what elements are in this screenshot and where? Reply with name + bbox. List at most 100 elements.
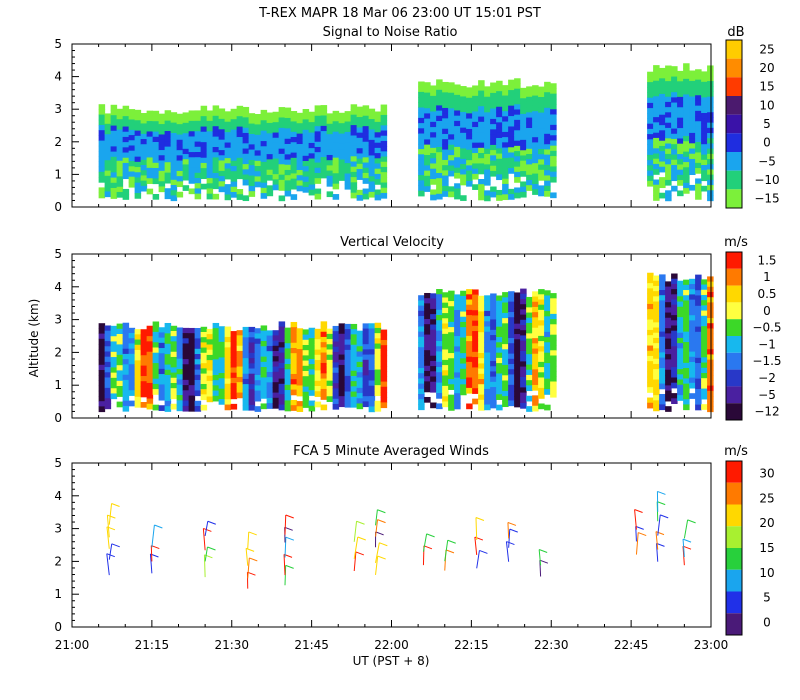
snr-cell	[368, 108, 376, 115]
snr-cell	[254, 145, 262, 151]
vv-cell	[122, 379, 130, 386]
vv-cell	[146, 372, 154, 379]
snr-cell	[683, 63, 690, 69]
winds-barb-flag	[447, 539, 456, 544]
vv-cell	[296, 390, 304, 397]
vv-cell	[665, 322, 672, 329]
vv-cell	[350, 386, 358, 393]
snr-ytick-label: 5	[54, 37, 62, 51]
vv-cell	[665, 333, 672, 340]
snr-cell	[146, 121, 154, 127]
vv-cell	[520, 382, 527, 388]
snr-cell	[308, 158, 316, 165]
vv-cell	[701, 372, 708, 379]
vv-cell	[368, 328, 376, 335]
vv-cell	[496, 389, 503, 395]
snr-cell	[188, 115, 196, 122]
vv-cell	[424, 292, 431, 299]
snr-cell	[170, 112, 178, 118]
vv-cell	[538, 393, 545, 399]
snr-cell	[260, 109, 268, 116]
snr-cell	[374, 189, 382, 196]
snr-cell	[683, 115, 690, 121]
snr-cell	[538, 122, 545, 129]
snr-cell	[677, 133, 684, 139]
vv-cell	[514, 328, 521, 335]
vv-cell	[508, 348, 515, 355]
vv-cell	[484, 316, 491, 322]
vv-cell	[362, 333, 370, 340]
winds-colorbar-label: 5	[763, 591, 771, 605]
vv-cell	[248, 352, 256, 359]
vv-cell	[362, 380, 370, 387]
vv-cell	[110, 341, 118, 348]
vv-cell	[194, 369, 202, 376]
snr-cell	[532, 121, 539, 128]
vv-cell	[659, 362, 666, 369]
snr-cell	[314, 120, 322, 127]
vv-cell	[544, 347, 551, 354]
snr-cell	[296, 159, 304, 166]
snr-cell	[707, 101, 714, 108]
snr-cell	[176, 176, 184, 182]
snr-cell	[466, 118, 473, 125]
snr-cell	[200, 126, 208, 133]
snr-cell	[212, 131, 220, 138]
vv-cell	[272, 335, 280, 342]
snr-cell	[104, 165, 112, 172]
snr-colorbar-swatch	[726, 58, 742, 78]
vv-cell	[374, 322, 382, 329]
snr-cell	[140, 175, 148, 182]
vv-cell	[677, 343, 684, 349]
vv-cell	[430, 329, 437, 336]
snr-cell	[436, 167, 443, 174]
snr-cell	[665, 133, 672, 139]
vv-cell	[110, 393, 118, 400]
vv-cell	[356, 367, 364, 373]
snr-cell	[430, 173, 437, 180]
snr-cell	[302, 119, 310, 126]
vv-cell	[520, 402, 527, 409]
winds-barb-staff	[375, 542, 380, 563]
snr-cell	[260, 161, 268, 168]
snr-cell	[424, 123, 431, 130]
snr-cell	[116, 186, 124, 193]
snr-cell	[520, 150, 527, 156]
snr-cell	[484, 127, 491, 134]
snr-cell	[695, 84, 702, 91]
vv-cell	[266, 361, 274, 368]
snr-cell	[182, 143, 190, 150]
vv-colorbar-label: −2	[758, 371, 776, 385]
snr-cell	[683, 99, 690, 106]
snr-cell	[424, 144, 431, 151]
snr-cell	[170, 159, 178, 165]
vv-cell	[176, 369, 184, 375]
vv-cell	[671, 309, 678, 316]
snr-cell	[695, 126, 702, 133]
vv-cell	[677, 337, 684, 344]
vv-cell	[158, 348, 166, 354]
vv-cell	[430, 360, 437, 367]
snr-cell	[647, 76, 654, 83]
vv-cell	[424, 365, 431, 372]
snr-cell	[206, 146, 214, 153]
snr-cell	[550, 83, 557, 89]
snr-cell	[338, 143, 346, 150]
snr-cell	[707, 96, 714, 103]
snr-cell	[248, 144, 256, 151]
snr-cell	[146, 110, 154, 117]
vv-cell	[478, 379, 485, 385]
snr-cell	[254, 129, 262, 136]
vv-cell	[418, 321, 425, 327]
snr-cell	[478, 147, 485, 154]
snr-cell	[194, 188, 202, 195]
vv-cell	[478, 301, 485, 307]
snr-cell	[314, 141, 322, 148]
vv-cell	[314, 370, 322, 377]
vv-cell	[689, 294, 696, 301]
vv-cell	[206, 328, 214, 335]
snr-cell	[332, 131, 340, 138]
snr-cell	[478, 90, 485, 97]
snr-cell	[508, 142, 515, 148]
vv-cell	[164, 322, 172, 329]
